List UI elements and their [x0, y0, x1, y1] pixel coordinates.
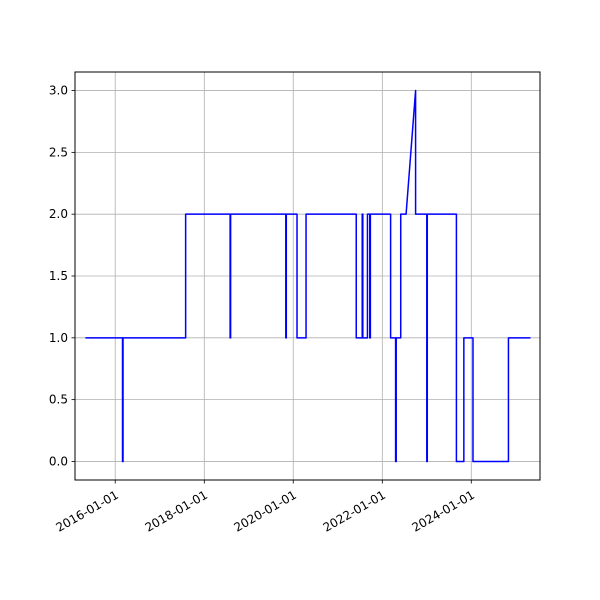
- y-tick-label: 1.5: [49, 269, 68, 283]
- x-tick-label: 2022-01-01: [321, 488, 388, 535]
- y-axis: 0.0 0.5 1.0 1.5 2.0 2.5 3.0: [49, 84, 75, 468]
- series-layer: [85, 89, 531, 463]
- x-tick-label: 2018-01-01: [143, 488, 210, 535]
- grid: [75, 72, 540, 480]
- y-tick-label: 0.5: [49, 393, 68, 407]
- y-tick-label: 0.0: [49, 454, 68, 468]
- series-line: [85, 89, 531, 463]
- x-tick-label: 2020-01-01: [232, 488, 299, 535]
- x-axis: 2016-01-01 2018-01-01 2020-01-01 2022-01-01…: [54, 480, 477, 535]
- y-tick-label: 3.0: [49, 84, 68, 98]
- x-tick-label: 2016-01-01: [54, 488, 121, 535]
- y-tick-label: 2.5: [49, 145, 68, 159]
- x-tick-label: 2024-01-01: [410, 488, 477, 535]
- y-tick-label: 1.0: [49, 331, 68, 345]
- y-tick-label: 2.0: [49, 207, 68, 221]
